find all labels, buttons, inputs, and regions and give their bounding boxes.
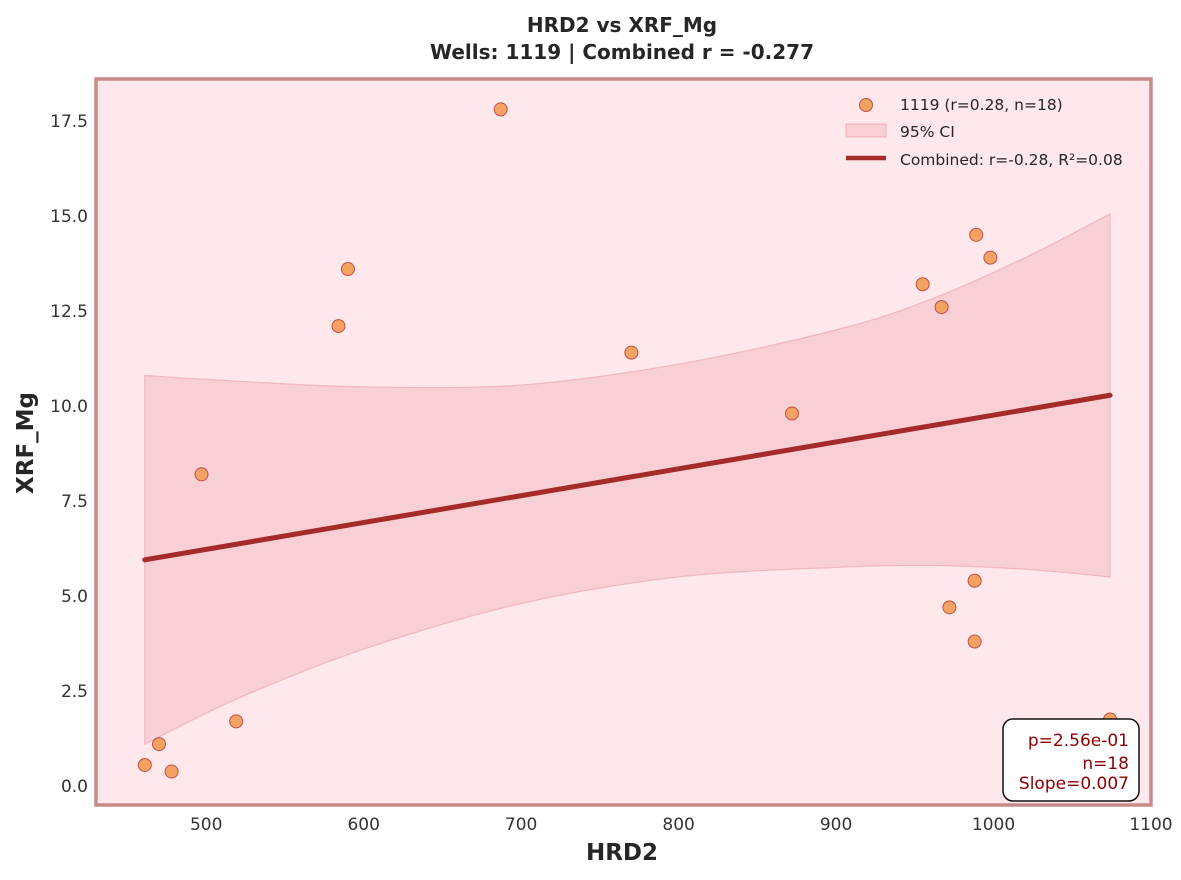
data-point [915, 277, 930, 292]
legend-label-ci: 95% CI [900, 123, 955, 141]
data-point [151, 737, 166, 752]
data-point [967, 634, 982, 649]
stats-p-value: p=2.56e-01 [1028, 731, 1129, 751]
scatter-points [137, 102, 1118, 779]
chart-subtitle: Wells: 1119 | Combined r = -0.277 [430, 40, 814, 64]
x-tick-label: 1100 [1129, 815, 1172, 835]
y-tick-label: 15.0 [50, 207, 88, 227]
x-tick-label: 500 [190, 815, 222, 835]
data-point [969, 227, 984, 242]
stats-annotation-box: p=2.56e-01 n=18 Slope=0.007 [1002, 718, 1140, 802]
legend-marker-ci [845, 123, 887, 138]
y-tick-label: 12.5 [50, 302, 88, 322]
data-point [229, 714, 244, 729]
legend-marker-scatter [859, 98, 873, 112]
data-point [331, 319, 346, 334]
legend: 1119 (r=0.28, n=18) 95% CI Combined: r=-… [845, 96, 1123, 169]
legend-label-scatter: 1119 (r=0.28, n=18) [900, 96, 1063, 114]
x-tick-label: 1000 [972, 815, 1015, 835]
data-point [340, 262, 355, 277]
stats-slope: Slope=0.007 [1019, 774, 1129, 794]
plot-frame [94, 77, 1153, 807]
fit-line-layer [142, 392, 1113, 563]
y-tick-label: 0.0 [61, 777, 88, 797]
y-axis-ticks: 0.0 2.5 5.0 7.5 10.0 12.5 15.0 17.5 [50, 112, 88, 797]
y-axis-label: XRF_Mg [13, 392, 39, 494]
x-axis-ticks: 500 600 700 800 900 1000 1100 [190, 815, 1173, 835]
x-tick-label: 900 [820, 815, 852, 835]
data-point [137, 758, 152, 773]
data-point [934, 300, 949, 315]
y-tick-label: 2.5 [61, 682, 88, 702]
data-point [784, 406, 799, 421]
chart-title: HRD2 vs XRF_Mg [527, 13, 717, 37]
data-point [942, 600, 957, 615]
x-tick-label: 800 [662, 815, 694, 835]
legend-label-fit: Combined: r=-0.28, R²=0.08 [900, 151, 1123, 169]
x-axis-label: HRD2 [586, 840, 658, 866]
x-tick-label: 600 [347, 815, 379, 835]
y-tick-label: 5.0 [61, 587, 88, 607]
x-tick-label: 700 [505, 815, 537, 835]
data-point [624, 345, 639, 360]
data-point [164, 764, 179, 779]
data-point [493, 102, 508, 117]
y-tick-label: 10.0 [50, 397, 88, 417]
y-tick-label: 7.5 [61, 492, 88, 512]
data-point [983, 250, 998, 265]
data-point [194, 467, 209, 482]
y-tick-label: 17.5 [50, 112, 88, 132]
regression-line [142, 392, 1113, 563]
data-point [967, 573, 982, 588]
stats-n: n=18 [1082, 754, 1129, 774]
